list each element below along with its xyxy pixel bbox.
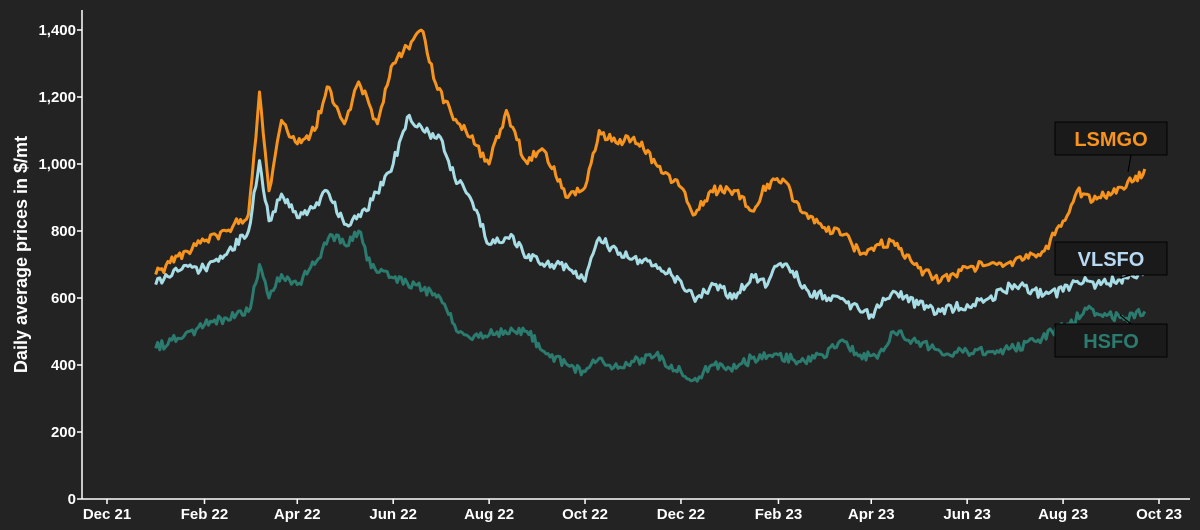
x-tick-label: Jun 22: [369, 506, 417, 523]
y-axis-ticks: 0 200 400 600 800 1,000 1,200 1,400: [38, 22, 82, 508]
x-tick-label: Oct 23: [1136, 506, 1182, 523]
series-label-vlsfo: VLSFO: [1054, 241, 1168, 279]
y-tick-label: 400: [51, 357, 76, 374]
label-box: [1054, 323, 1168, 358]
x-tick-label: Dec 21: [83, 506, 131, 523]
x-tick-label: Aug 23: [1038, 506, 1088, 523]
series-line-hsfo: [154, 229, 1147, 383]
series-label-lsmgo: LSMGO: [1054, 121, 1168, 173]
x-tick-label: Apr 23: [848, 506, 895, 523]
x-tick-label: Jun 23: [943, 506, 991, 523]
x-tick-label: Feb 22: [181, 506, 229, 523]
series-lines: [154, 28, 1147, 383]
axes: [81, 10, 1190, 500]
x-axis-ticks: Dec 21 Feb 22 Apr 22 Jun 22 Aug 22 Oct 22 Dec …: [83, 499, 1182, 523]
series-line-lsmgo: [154, 28, 1147, 285]
x-tick-label: Aug 22: [464, 506, 514, 523]
y-tick-label: 600: [51, 290, 76, 307]
series-label-text: HSFO: [1083, 331, 1139, 353]
y-tick-label: 1,000: [38, 156, 76, 173]
x-tick-label: Oct 22: [562, 506, 608, 523]
y-tick-label: 200: [51, 424, 76, 441]
y-tick-label: 1,200: [38, 89, 76, 106]
y-axis-title: Daily average prices in $/mt: [11, 136, 31, 373]
series-label-hsfo: HSFO: [1054, 314, 1168, 358]
label-leader-line: [1127, 154, 1132, 173]
series-labels: LSMGO VLSFO HSFO: [1054, 121, 1168, 358]
label-box: [1054, 121, 1168, 156]
x-tick-label: Dec 22: [657, 506, 705, 523]
series-line-vlsfo: [154, 113, 1147, 320]
y-tick-label: 800: [51, 223, 76, 240]
y-tick-label: 0: [68, 491, 76, 508]
series-label-text: VLSFO: [1078, 249, 1145, 271]
label-box: [1054, 241, 1168, 276]
label-leader-line: [1119, 314, 1132, 325]
series-label-text: LSMGO: [1074, 129, 1147, 151]
x-tick-label: Feb 23: [755, 506, 803, 523]
x-tick-label: Apr 22: [274, 506, 321, 523]
y-tick-label: 1,400: [38, 22, 76, 39]
